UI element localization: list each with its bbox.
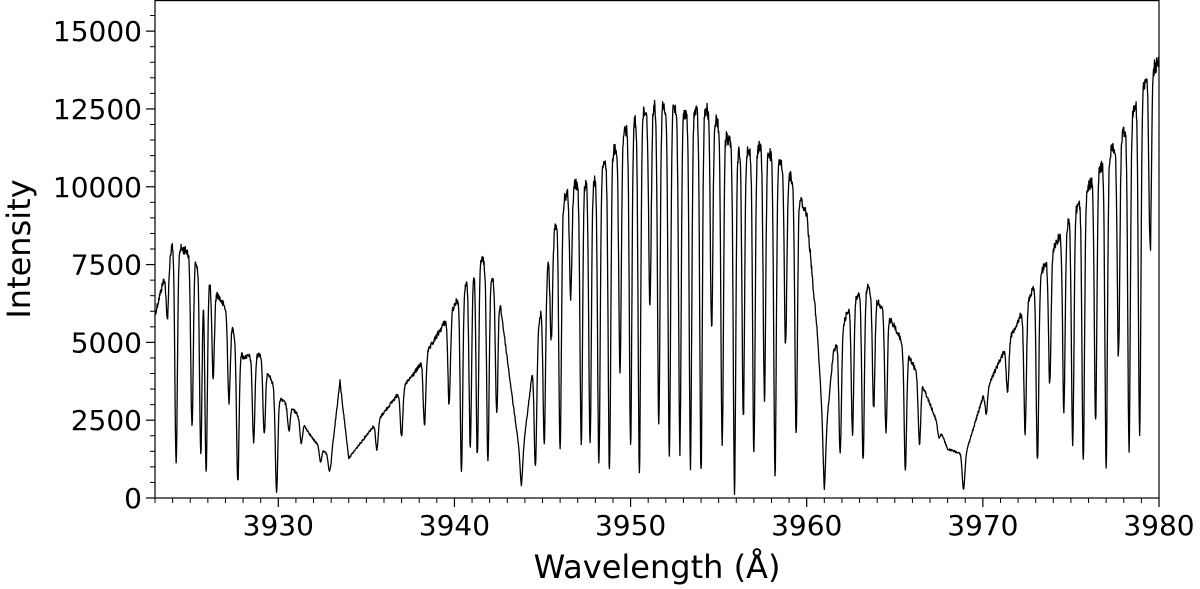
spectrum-line bbox=[154, 56, 1160, 496]
x-tick-labels: 3930 3940 3950 3960 3970 3980 bbox=[243, 509, 1195, 542]
y-tick-label: 15000 bbox=[53, 15, 142, 48]
y-tick-label: 0 bbox=[124, 482, 142, 515]
y-axis-title: Intensity bbox=[0, 179, 38, 318]
spectrum-series bbox=[154, 56, 1160, 496]
plot-frame bbox=[154, 0, 1160, 499]
x-tick-label: 3930 bbox=[243, 509, 314, 542]
x-tick-label: 3980 bbox=[1123, 509, 1194, 542]
x-tick-label: 3950 bbox=[595, 509, 666, 542]
y-tick-labels: 0 2500 5000 7500 10000 12500 15000 bbox=[53, 15, 142, 515]
x-axis-title: Wavelength (Å) bbox=[534, 548, 781, 586]
y-tick-label: 10000 bbox=[53, 171, 142, 204]
y-tick-label: 2500 bbox=[71, 404, 142, 437]
y-tick-label: 5000 bbox=[71, 326, 142, 359]
x-tick-label: 3940 bbox=[419, 509, 490, 542]
y-tick-label: 12500 bbox=[53, 93, 142, 126]
y-tick-label: 7500 bbox=[71, 249, 142, 282]
x-tick-label: 3970 bbox=[947, 509, 1018, 542]
axis-ticks bbox=[146, 15, 1160, 507]
x-tick-label: 3960 bbox=[771, 509, 842, 542]
